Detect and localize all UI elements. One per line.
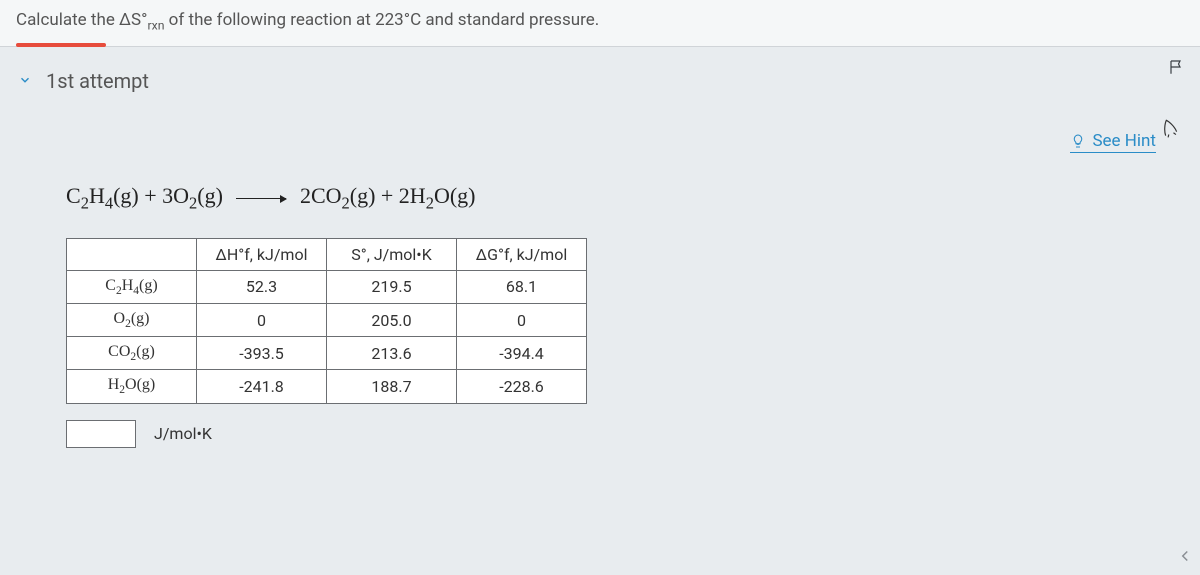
dh-cell: -241.8 [197, 370, 327, 403]
table-body: C2H4(g)52.3219.568.1O2(g)0205.00CO2(g)-3… [67, 270, 587, 403]
col-s: S°, J/mol•K [327, 238, 457, 270]
col-dg: ΔG°f, kJ/mol [457, 238, 587, 270]
pager-chevron-icon[interactable] [1176, 547, 1194, 569]
table-corner [67, 238, 197, 270]
s-cell: 213.6 [327, 337, 457, 370]
answer-input[interactable] [66, 420, 136, 448]
dg-cell: 0 [457, 303, 587, 336]
table-row: C2H4(g)52.3219.568.1 [67, 270, 587, 303]
species-cell: C2H4(g) [67, 270, 197, 303]
dg-cell: -228.6 [457, 370, 587, 403]
question-bar: Calculate the ΔS°rxn of the following re… [0, 0, 1200, 47]
attempt-header[interactable]: 1st attempt [0, 47, 1200, 103]
s-cell: 219.5 [327, 270, 457, 303]
dh-cell: 0 [197, 303, 327, 336]
see-hint-label: See Hint [1092, 131, 1156, 151]
lightbulb-icon [1070, 132, 1086, 150]
s-cell: 188.7 [327, 370, 457, 403]
table-row: CO2(g)-393.5213.6-394.4 [67, 337, 587, 370]
col-dh: ΔH°f, kJ/mol [197, 238, 327, 270]
answer-unit: J/mol•K [154, 424, 212, 443]
dh-cell: 52.3 [197, 270, 327, 303]
flag-icon[interactable] [1168, 58, 1186, 80]
thermo-data-table: ΔH°f, kJ/mol S°, J/mol•K ΔG°f, kJ/mol C2… [66, 238, 587, 404]
reaction-equation: C2H4(g) + 3O2(g) 2CO2(g) + 2H2O(g) [66, 183, 1140, 213]
table-row: O2(g)0205.00 [67, 303, 587, 336]
species-cell: CO2(g) [67, 337, 197, 370]
answer-row: J/mol•K [66, 420, 1140, 448]
chevron-down-icon [18, 72, 32, 91]
question-prompt: Calculate the ΔS°rxn of the following re… [16, 10, 599, 30]
table-row: H2O(g)-241.8188.7-228.6 [67, 370, 587, 403]
s-cell: 205.0 [327, 303, 457, 336]
dh-cell: -393.5 [197, 337, 327, 370]
dg-cell: -394.4 [457, 337, 587, 370]
progress-underline [16, 43, 106, 47]
species-cell: O2(g) [67, 303, 197, 336]
see-hint-link[interactable]: See Hint [1070, 131, 1156, 153]
dg-cell: 68.1 [457, 270, 587, 303]
attempt-label: 1st attempt [46, 69, 149, 93]
species-cell: H2O(g) [67, 370, 197, 403]
